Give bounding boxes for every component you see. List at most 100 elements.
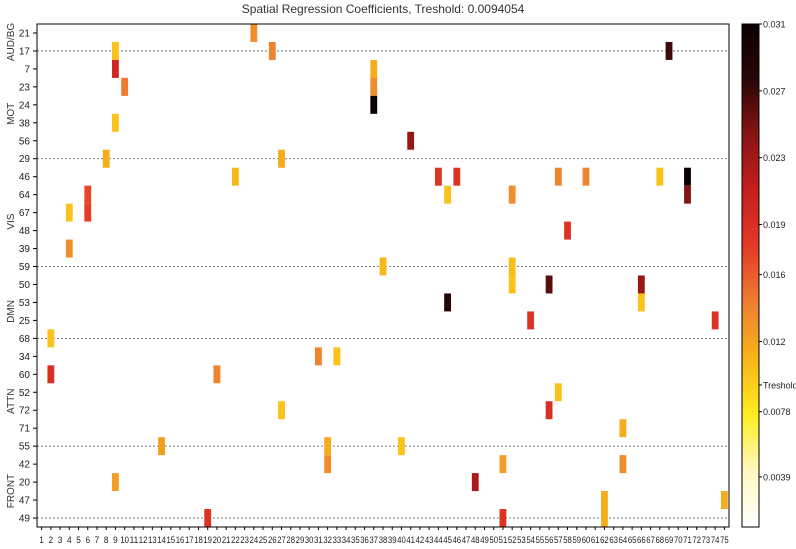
colorbar: 0.031 0.027 0.023 0.019 0.016 0.012 Treshold 0.…: [741, 20, 796, 528]
x-tick-label: 12: [139, 535, 148, 545]
x-tick-label: 37: [369, 535, 378, 545]
heatmap-cell: [121, 77, 129, 96]
x-tick-label: 45: [443, 535, 452, 545]
heatmap-cell: [564, 221, 571, 240]
x-tick-label: 40: [397, 535, 406, 545]
heatmap-cell: [65, 239, 73, 258]
x-tick-label: 24: [250, 535, 259, 545]
y-tick-label: 56: [19, 136, 31, 147]
x-tick-label: 13: [148, 535, 157, 545]
colorbar-tick-label: 0.031: [763, 20, 786, 30]
x-tick-label: 71: [683, 535, 692, 545]
colorbar-tick-label: 0.0078: [763, 407, 791, 417]
heatmap-cell: [508, 257, 516, 276]
group-label: DMN: [6, 300, 17, 323]
x-tick-label: 62: [600, 535, 609, 545]
x-tick-label: 11: [130, 535, 139, 545]
group-label: FRONT: [6, 474, 17, 508]
y-tick-label: 72: [19, 406, 31, 417]
x-tick-label: 39: [388, 535, 397, 545]
x-tick-label: 47: [462, 535, 471, 545]
heatmap-cell: [444, 293, 451, 312]
x-tick-label: 22: [231, 535, 240, 545]
colorbar-tick-label: 0.012: [763, 337, 786, 347]
x-tick-label: 31: [314, 535, 323, 545]
group-label: ATTN: [6, 389, 17, 414]
heatmap-cell: [370, 59, 378, 78]
heatmap-cell: [637, 293, 645, 312]
x-tick-label: 68: [656, 535, 665, 545]
heatmap-cell: [398, 437, 405, 456]
colorbar-tick-label: 0.023: [763, 153, 786, 163]
x-tick-label: 64: [619, 535, 628, 545]
x-tick-label: 46: [453, 535, 462, 545]
heatmap-cell: [112, 41, 119, 60]
heatmap-cell: [637, 275, 645, 294]
y-tick-label: 39: [19, 244, 31, 255]
x-tick-label: 60: [582, 535, 591, 545]
x-tick-label: 73: [702, 535, 711, 545]
colorbar-tick-label: 0.019: [763, 220, 786, 230]
x-tick-label: 38: [379, 535, 388, 545]
x-tick-label: 20: [213, 535, 222, 545]
heatmap-cell: [324, 455, 332, 474]
heatmap-cell: [545, 275, 553, 294]
y-tick-label: 42: [19, 460, 31, 471]
x-tick-label: 49: [480, 535, 489, 545]
x-tick-label: 9: [113, 535, 118, 545]
x-tick-label: 70: [674, 535, 683, 545]
heatmap-cell: [370, 77, 378, 96]
y-tick-label: 50: [19, 280, 31, 291]
heatmap-cell: [370, 95, 378, 114]
heatmap-cell: [453, 167, 461, 186]
y-tick-label: 38: [19, 118, 31, 129]
x-tick-label: 69: [665, 535, 674, 545]
colorbar-tick-label: Treshold: [763, 380, 796, 390]
group-label: AUD/BG: [6, 23, 17, 62]
x-tick-label: 2: [49, 535, 54, 545]
heatmap-cell: [231, 167, 239, 186]
heatmap-cell: [65, 203, 73, 222]
x-tick-label: 32: [323, 535, 332, 545]
heatmap-cell: [112, 113, 119, 132]
x-tick-label: 3: [58, 535, 63, 545]
x-tick-label: 44: [434, 535, 443, 545]
x-tick-label: 21: [222, 535, 231, 545]
x-tick-label: 75: [720, 535, 729, 545]
y-tick-label: 71: [19, 424, 31, 435]
x-tick-label: 6: [85, 535, 90, 545]
chart-title: Spatial Regression Coefficients, Treshol…: [242, 2, 525, 16]
heatmap-cell: [444, 185, 451, 204]
y-tick-label: 52: [19, 388, 31, 399]
heatmap-cell: [213, 365, 221, 384]
colorbar-tick-label: 0.027: [763, 86, 786, 96]
y-tick-label: 25: [19, 316, 31, 327]
x-tick-label: 43: [425, 535, 434, 545]
heatmap-cell: [619, 455, 627, 474]
colorbar-gradient: [741, 23, 760, 528]
heatmap-cell: [407, 131, 415, 150]
heatmap-cell: [471, 473, 479, 492]
x-tick-label: 10: [120, 535, 129, 545]
y-tick-label: 47: [19, 496, 31, 507]
heatmap-cell: [527, 311, 535, 330]
x-tick-label: 74: [711, 535, 720, 545]
heatmap-cell: [684, 185, 691, 204]
x-tick-label: 42: [416, 535, 425, 545]
heatmap-cell: [204, 509, 212, 527]
group-separators: [37, 50, 729, 519]
heatmap-cell: [102, 149, 110, 168]
x-tick-label: 28: [286, 535, 295, 545]
heatmap-cell: [665, 41, 673, 60]
y-tick-label: 67: [19, 208, 31, 219]
x-tick-label: 18: [194, 535, 203, 545]
x-tick-label: 19: [203, 535, 212, 545]
y-tick-label: 49: [19, 514, 31, 525]
x-tick-label: 7: [95, 535, 100, 545]
x-tick-label: 29: [296, 535, 305, 545]
heatmap-cell: [601, 509, 608, 527]
y-tick-label: 64: [19, 190, 31, 201]
x-tick-label: 67: [646, 535, 655, 545]
heatmap-cell: [379, 257, 387, 276]
